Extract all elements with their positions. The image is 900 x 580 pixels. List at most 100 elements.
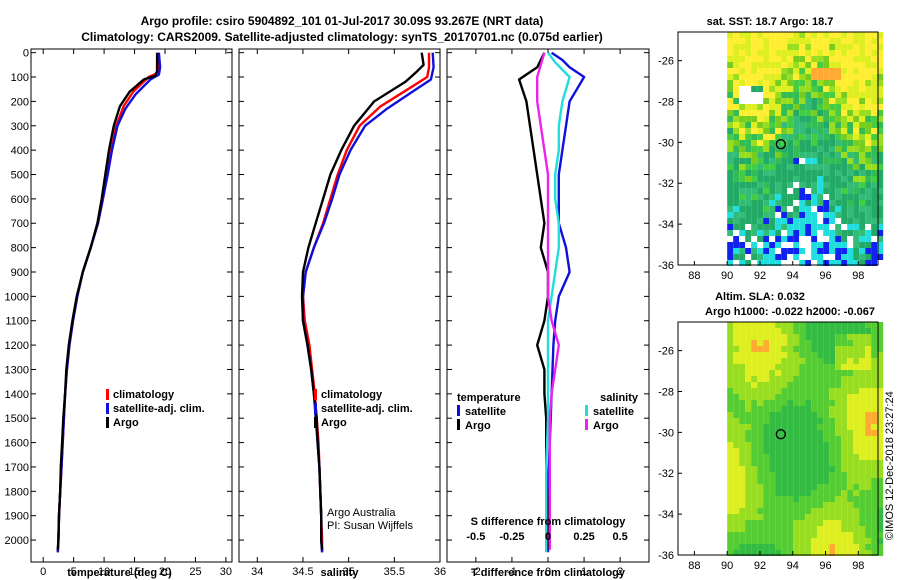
map-cell: [871, 182, 878, 188]
map-cell: [769, 62, 776, 68]
map-cell: [877, 230, 884, 236]
map-cell: [865, 436, 872, 442]
map-cell: [823, 454, 830, 460]
map-cell: [727, 62, 734, 68]
map-cell: [841, 472, 848, 478]
map-cell: [787, 532, 794, 538]
map-cell: [835, 442, 842, 448]
map-cell: [757, 448, 764, 454]
map-cell: [847, 424, 854, 430]
map-cell: [775, 230, 782, 236]
map-cell: [745, 538, 752, 544]
map-cell: [775, 32, 782, 38]
map-cell: [769, 230, 776, 236]
map-cell: [787, 424, 794, 430]
map-cell: [733, 550, 740, 556]
map-cell: [787, 230, 794, 236]
map-cell: [829, 188, 836, 194]
map-cell: [847, 328, 854, 334]
map-cell: [787, 92, 794, 98]
map-cell: [757, 224, 764, 230]
map-cell: [877, 62, 884, 68]
map-cell: [835, 472, 842, 478]
map-cell: [817, 182, 824, 188]
map-cell: [805, 188, 812, 194]
map-cell: [835, 62, 842, 68]
map-cell: [751, 230, 758, 236]
map-cell: [859, 164, 866, 170]
map-cell: [829, 352, 836, 358]
x-tick-label: 30: [220, 566, 232, 578]
map-cell: [823, 170, 830, 176]
map-cell: [823, 514, 830, 520]
map-cell: [745, 358, 752, 364]
map-cell: [799, 92, 806, 98]
map-cell: [829, 418, 836, 424]
map-cell: [793, 164, 800, 170]
map-cell: [733, 62, 740, 68]
map-cell: [841, 32, 848, 38]
map-cell: [877, 68, 884, 74]
map-cell: [847, 206, 854, 212]
legend-label: Argo: [321, 417, 347, 429]
map-cell: [805, 56, 812, 62]
map-cell: [787, 490, 794, 496]
map-cell: [871, 370, 878, 376]
map-cell: [841, 188, 848, 194]
map-cell: [847, 98, 854, 104]
map-cell: [745, 448, 752, 454]
map-cell: [853, 496, 860, 502]
map-cell: [793, 370, 800, 376]
map-cell: [865, 248, 872, 254]
map-cell: [871, 352, 878, 358]
map-cell: [793, 550, 800, 556]
map-cell: [877, 496, 884, 502]
map-cell: [823, 370, 830, 376]
map-cell: [853, 322, 860, 328]
map-cell: [835, 254, 842, 260]
map-cell: [787, 56, 794, 62]
x-axis-label: temperature (deg C): [67, 567, 172, 579]
map-cell: [805, 254, 812, 260]
map-cell: [763, 466, 770, 472]
map-cell: [865, 424, 872, 430]
map-cell: [877, 490, 884, 496]
map-cell: [811, 230, 818, 236]
map-cell: [745, 56, 752, 62]
map-cell: [859, 442, 866, 448]
map-cell: [799, 538, 806, 544]
map-cell: [787, 466, 794, 472]
map-cell: [847, 44, 854, 50]
map-cell: [865, 158, 872, 164]
map-cell: [745, 128, 752, 134]
map-cell: [799, 128, 806, 134]
map-cell: [847, 248, 854, 254]
map-cell: [751, 400, 758, 406]
map-cell: [829, 436, 836, 442]
map-cell: [817, 472, 824, 478]
map-cell: [829, 466, 836, 472]
map-cell: [817, 382, 824, 388]
map-cell: [853, 164, 860, 170]
map-cell: [727, 158, 734, 164]
map-cell: [799, 436, 806, 442]
map-cell: [751, 388, 758, 394]
map-cell: [787, 502, 794, 508]
map-cell: [847, 200, 854, 206]
map-cell: [769, 364, 776, 370]
map-cell: [751, 68, 758, 74]
map-cell: [775, 194, 782, 200]
map-cell: [859, 472, 866, 478]
map-cell: [877, 206, 884, 212]
map-cell: [823, 50, 830, 56]
map-cell: [763, 382, 770, 388]
map-cell: [745, 32, 752, 38]
map-cell: [775, 520, 782, 526]
map-cell: [763, 544, 770, 550]
map-cell: [853, 104, 860, 110]
map-cell: [829, 134, 836, 140]
map-cell: [877, 412, 884, 418]
map-cell: [817, 358, 824, 364]
map-cell: [799, 164, 806, 170]
map-cell: [811, 206, 818, 212]
